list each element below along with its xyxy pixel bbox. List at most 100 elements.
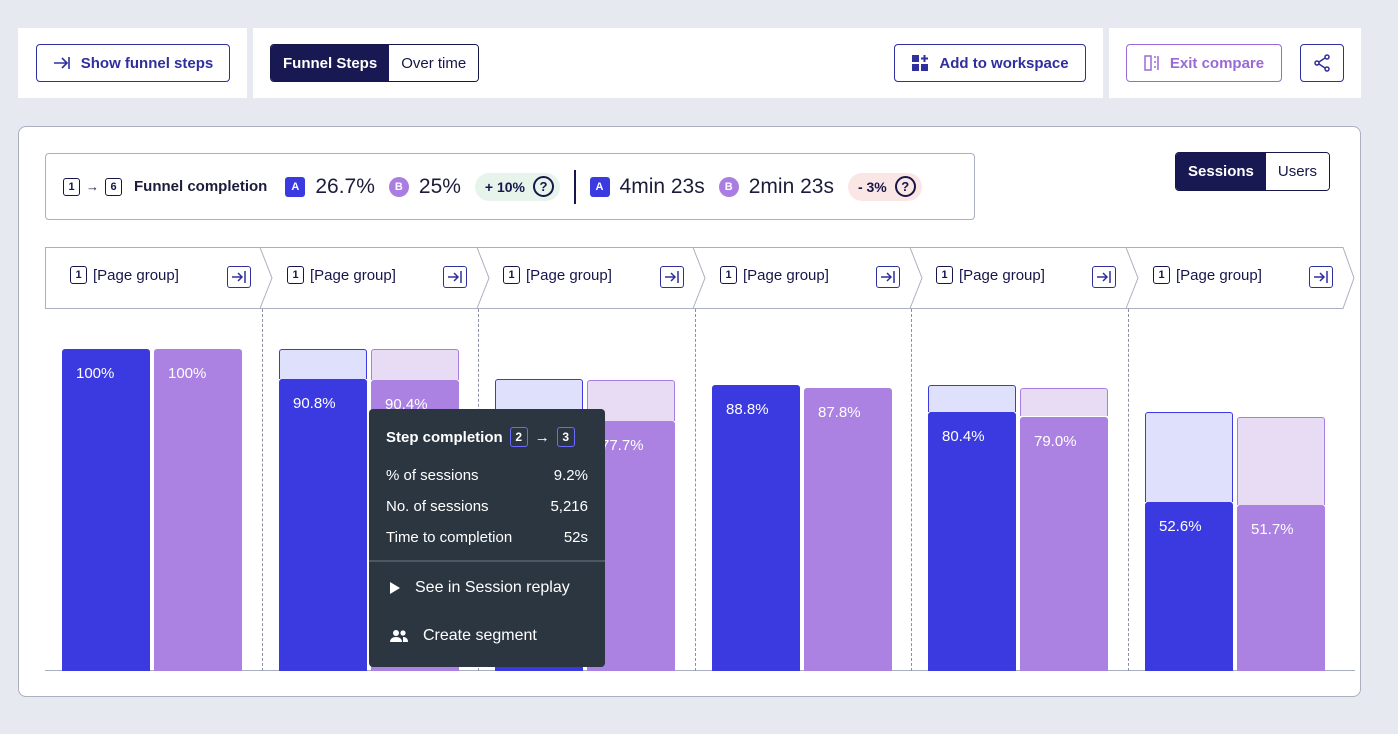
compare-icon: [1144, 55, 1159, 71]
step-label: [Page group]: [743, 266, 829, 284]
bar-previous-step-b: [371, 349, 459, 380]
bar-value-label: 87.8%: [818, 404, 861, 421]
show-funnel-steps-label: Show funnel steps: [80, 54, 214, 72]
step-number: 1: [287, 266, 304, 284]
step-jump-icon[interactable]: [1092, 266, 1116, 288]
step-label: [Page group]: [526, 266, 612, 284]
step-header-2[interactable]: 1 [Page group]: [287, 266, 396, 284]
bar-value-label: 52.6%: [1159, 518, 1202, 535]
step-label: [Page group]: [310, 266, 396, 284]
tooltip-title: Step completion: [386, 428, 503, 446]
tooltip-row: No. of sessions 5,216: [386, 498, 588, 515]
bar-variant-b[interactable]: [154, 349, 242, 671]
variant-b-badge: B: [718, 176, 739, 197]
variant-a-badge: A: [589, 176, 610, 197]
workspace-icon: [912, 55, 929, 71]
bar-value-label: 80.4%: [942, 428, 985, 445]
bar-variant-a[interactable]: [712, 385, 800, 671]
funnel-completion-title: Funnel completion: [134, 178, 268, 195]
metric-toggle: Sessions Users: [1175, 152, 1331, 191]
bar-variant-a[interactable]: [62, 349, 150, 671]
tooltip-row-label: No. of sessions: [386, 498, 489, 515]
step-jump-icon[interactable]: [876, 266, 900, 288]
tab-sessions[interactable]: Sessions: [1176, 153, 1266, 190]
completion-delta-pill: + 10% ?: [474, 172, 561, 201]
create-segment-label: Create segment: [423, 627, 537, 644]
step-divider: [1128, 309, 1129, 671]
variant-a-badge: A: [285, 176, 306, 197]
step-header-6[interactable]: 1 [Page group]: [1153, 266, 1262, 284]
step-divider: [695, 309, 696, 671]
step-header-4[interactable]: 1 [Page group]: [720, 266, 829, 284]
tooltip-row-value: 52s: [563, 529, 588, 546]
see-in-session-replay-action[interactable]: See in Session replay: [389, 579, 570, 597]
funnel-steps-header: 1 [Page group] 1 [Page group] 1 [Page gr…: [45, 247, 1355, 309]
step-jump-icon[interactable]: [227, 266, 251, 288]
tooltip-row-label: Time to completion: [386, 529, 513, 546]
tooltip-divider: [369, 560, 605, 562]
toolbar-right-panel: Exit compare: [1109, 28, 1361, 98]
show-funnel-steps-button[interactable]: Show funnel steps: [36, 44, 230, 82]
help-icon[interactable]: ?: [894, 176, 916, 197]
tab-users[interactable]: Users: [1265, 153, 1330, 190]
range-arrow: →: [86, 179, 99, 194]
steps-header-outline: [45, 247, 1355, 309]
bar-previous-step-b: [587, 380, 675, 421]
completion-delta-value: + 10%: [484, 178, 526, 195]
step-header-3[interactable]: 1 [Page group]: [503, 266, 612, 284]
step-number: 1: [1153, 266, 1170, 284]
tab-funnel-steps[interactable]: Funnel Steps: [271, 45, 390, 81]
bar-variant-b[interactable]: [1020, 417, 1108, 671]
bar-variant-b[interactable]: [1237, 505, 1325, 671]
bar-variant-b[interactable]: [804, 388, 892, 671]
step-jump-icon[interactable]: [443, 266, 467, 288]
play-icon: [390, 582, 400, 594]
tooltip-header: Step completion 2 → 3: [386, 427, 575, 447]
funnel-chart: 100% 100% 90.8% 90.4% 77.7% 88.8% 87.8% 80.4% 79…: [45, 309, 1355, 671]
time-b-value: 2min 23s: [748, 174, 834, 198]
bar-value-label: 51.7%: [1251, 521, 1294, 538]
step-header-1[interactable]: 1 [Page group]: [70, 266, 179, 284]
bar-variant-a[interactable]: [1145, 502, 1233, 671]
step-divider: [262, 309, 263, 671]
help-icon[interactable]: ?: [533, 176, 555, 197]
bar-value-label: 100%: [168, 365, 207, 382]
funnel-card: 1 → 6 Funnel completion A 26.7% B 25% + …: [18, 126, 1361, 697]
step-jump-icon[interactable]: [1309, 266, 1333, 288]
to-step-number: 6: [105, 177, 122, 196]
add-to-workspace-button[interactable]: Add to workspace: [894, 44, 1086, 82]
tooltip-row: Time to completion 52s: [386, 529, 588, 546]
add-to-workspace-label: Add to workspace: [939, 54, 1069, 72]
tooltip-row-value: 9.2%: [553, 467, 588, 484]
bar-previous-step-a: [928, 385, 1016, 412]
step-label: [Page group]: [93, 266, 179, 284]
bar-value-label: 79.0%: [1034, 433, 1077, 450]
bar-previous-step-a: [279, 349, 367, 379]
step-completion-tooltip: Step completion 2 → 3 % of sessions 9.2%…: [369, 409, 605, 667]
tooltip-row-value: 5,216: [550, 498, 588, 515]
tooltip-arrow: →: [534, 428, 550, 446]
share-button[interactable]: [1300, 44, 1344, 82]
step-jump-icon[interactable]: [660, 266, 684, 288]
bar-variant-a[interactable]: [279, 379, 367, 671]
exit-compare-button[interactable]: Exit compare: [1126, 44, 1282, 82]
toolbar-center-panel: Funnel Steps Over time Add to workspace: [253, 28, 1103, 98]
step-header-5[interactable]: 1 [Page group]: [936, 266, 1045, 284]
time-delta-value: - 3%: [857, 178, 887, 195]
step-number: 1: [503, 266, 520, 284]
step-number: 1: [70, 266, 87, 284]
exit-compare-label: Exit compare: [1169, 54, 1265, 72]
people-icon: [390, 630, 408, 642]
completion-b-value: 25%: [418, 174, 461, 198]
bar-value-label: 90.4%: [385, 396, 428, 413]
step-label: [Page group]: [959, 266, 1045, 284]
view-toggle: Funnel Steps Over time: [270, 44, 480, 82]
bar-variant-a[interactable]: [928, 412, 1016, 671]
variant-b-badge: B: [388, 176, 409, 197]
completion-a-value: 26.7%: [315, 174, 375, 198]
step-label: [Page group]: [1176, 266, 1262, 284]
tab-over-time[interactable]: Over time: [389, 45, 479, 81]
expand-right-icon: [53, 57, 70, 69]
bar-value-label: 90.8%: [293, 395, 336, 412]
create-segment-action[interactable]: Create segment: [389, 627, 537, 645]
